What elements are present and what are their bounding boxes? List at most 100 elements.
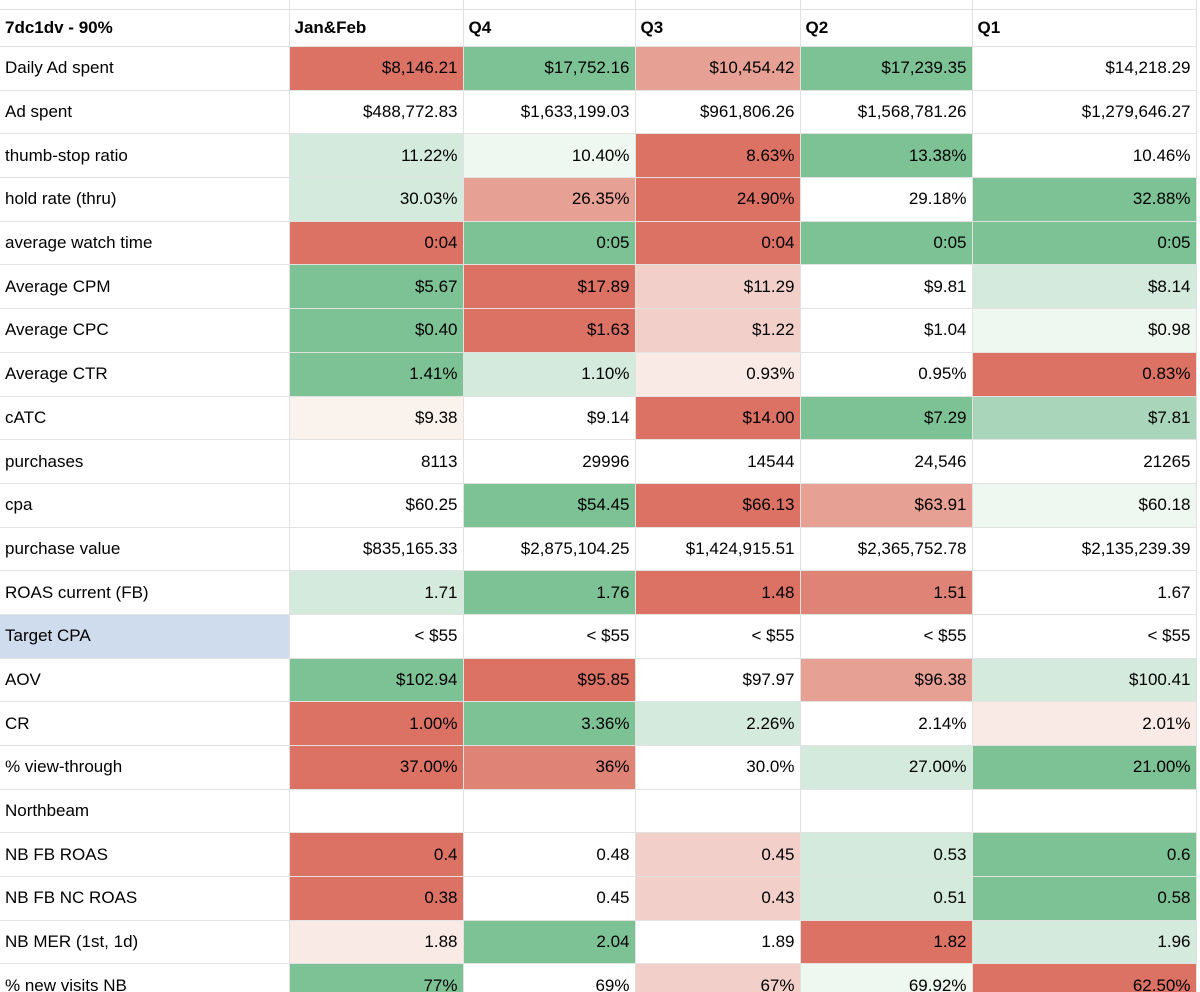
- cell[interactable]: $17,752.16: [463, 46, 636, 91]
- cell[interactable]: 1.71: [289, 570, 464, 615]
- cell[interactable]: 2.14%: [800, 701, 973, 746]
- cell[interactable]: [635, 789, 801, 834]
- column-header[interactable]: Jan&Feb: [289, 9, 464, 47]
- cell[interactable]: $7.29: [800, 396, 973, 441]
- cell[interactable]: $9.14: [463, 396, 636, 441]
- cell[interactable]: $961,806.26: [635, 90, 801, 135]
- cell[interactable]: 26.35%: [463, 177, 636, 222]
- cell[interactable]: 1.10%: [463, 352, 636, 397]
- cell[interactable]: 10.40%: [463, 133, 636, 179]
- row-label[interactable]: cpa: [0, 483, 290, 528]
- cell[interactable]: $60.25: [289, 483, 464, 528]
- cell[interactable]: 30.0%: [635, 745, 801, 790]
- row-label[interactable]: cATC: [0, 396, 290, 441]
- row-label[interactable]: Target CPA: [0, 614, 290, 659]
- cell[interactable]: 1.96: [972, 920, 1197, 965]
- cell[interactable]: < $55: [635, 614, 801, 659]
- cell[interactable]: 2.26%: [635, 701, 801, 746]
- cell[interactable]: 36%: [463, 745, 636, 790]
- cell[interactable]: 32.88%: [972, 177, 1197, 222]
- cell[interactable]: 21265: [972, 439, 1197, 484]
- cell[interactable]: $97.97: [635, 658, 801, 703]
- cell[interactable]: 37.00%: [289, 745, 464, 790]
- cell[interactable]: 1.82: [800, 920, 973, 965]
- cell[interactable]: 14544: [635, 439, 801, 484]
- cell[interactable]: 0.45: [635, 832, 801, 878]
- cell[interactable]: < $55: [463, 614, 636, 659]
- column-header[interactable]: Q1: [972, 9, 1197, 47]
- cell[interactable]: 77%: [289, 963, 464, 992]
- row-label[interactable]: Average CTR: [0, 352, 290, 397]
- row-label[interactable]: NB MER (1st, 1d): [0, 920, 290, 965]
- cell[interactable]: 21.00%: [972, 745, 1197, 790]
- cell[interactable]: $7.81: [972, 396, 1197, 441]
- cell[interactable]: $1,633,199.03: [463, 90, 636, 135]
- row-label[interactable]: purchase value: [0, 527, 290, 572]
- cell[interactable]: 0.83%: [972, 352, 1197, 397]
- row-label[interactable]: % view-through: [0, 745, 290, 790]
- cell[interactable]: 0.45: [463, 876, 636, 921]
- cell[interactable]: 0.38: [289, 876, 464, 921]
- cell[interactable]: $10,454.42: [635, 46, 801, 91]
- cell[interactable]: 29996: [463, 439, 636, 484]
- cell[interactable]: $95.85: [463, 658, 636, 703]
- cell[interactable]: 62.50%: [972, 963, 1197, 992]
- cell[interactable]: 1.88: [289, 920, 464, 965]
- cell[interactable]: $60.18: [972, 483, 1197, 528]
- cell[interactable]: 2.04: [463, 920, 636, 965]
- row-label[interactable]: Average CPC: [0, 308, 290, 353]
- cell[interactable]: $14.00: [635, 396, 801, 441]
- cell[interactable]: $54.45: [463, 483, 636, 528]
- cell[interactable]: $0.40: [289, 308, 464, 353]
- cell[interactable]: $1.63: [463, 308, 636, 353]
- cell[interactable]: < $55: [800, 614, 973, 659]
- cell[interactable]: $14,218.29: [972, 46, 1197, 91]
- cell[interactable]: 1.89: [635, 920, 801, 965]
- cell[interactable]: [463, 789, 636, 834]
- row-label[interactable]: average watch time: [0, 221, 290, 266]
- cell[interactable]: $835,165.33: [289, 527, 464, 572]
- cell[interactable]: $17.89: [463, 264, 636, 310]
- cell[interactable]: [289, 789, 464, 834]
- row-label[interactable]: ROAS current (FB): [0, 570, 290, 615]
- cell[interactable]: $8,146.21: [289, 46, 464, 91]
- cell[interactable]: 0:05: [800, 221, 973, 266]
- cell[interactable]: 0:04: [289, 221, 464, 266]
- column-header[interactable]: Q3: [635, 9, 801, 47]
- cell[interactable]: 1.76: [463, 570, 636, 615]
- cell[interactable]: $488,772.83: [289, 90, 464, 135]
- cell[interactable]: 69.92%: [800, 963, 973, 992]
- cell[interactable]: $17,239.35: [800, 46, 973, 91]
- cell[interactable]: 29.18%: [800, 177, 973, 222]
- cell[interactable]: $2,365,752.78: [800, 527, 973, 572]
- cell[interactable]: 0.53: [800, 832, 973, 878]
- cell[interactable]: $1,279,646.27: [972, 90, 1197, 135]
- cell[interactable]: $1,424,915.51: [635, 527, 801, 572]
- cell[interactable]: 24,546: [800, 439, 973, 484]
- row-label[interactable]: purchases: [0, 439, 290, 484]
- cell[interactable]: 1.67: [972, 570, 1197, 615]
- cell[interactable]: 1.41%: [289, 352, 464, 397]
- cell[interactable]: $5.67: [289, 264, 464, 310]
- cell[interactable]: 11.22%: [289, 133, 464, 179]
- cell[interactable]: 69%: [463, 963, 636, 992]
- column-header[interactable]: Q2: [800, 9, 973, 47]
- cell[interactable]: $1,568,781.26: [800, 90, 973, 135]
- cell[interactable]: 10.46%: [972, 133, 1197, 179]
- cell[interactable]: $11.29: [635, 264, 801, 310]
- cell[interactable]: 0.51: [800, 876, 973, 921]
- cell[interactable]: 27.00%: [800, 745, 973, 790]
- row-label[interactable]: Daily Ad spent: [0, 46, 290, 91]
- cell[interactable]: 0.6: [972, 832, 1197, 878]
- cell[interactable]: 0.95%: [800, 352, 973, 397]
- cell[interactable]: 0.93%: [635, 352, 801, 397]
- row-label[interactable]: Ad spent: [0, 90, 290, 135]
- cell[interactable]: 0.43: [635, 876, 801, 921]
- row-label[interactable]: hold rate (thru): [0, 177, 290, 222]
- cell[interactable]: 0.48: [463, 832, 636, 878]
- cell[interactable]: 24.90%: [635, 177, 801, 222]
- cell[interactable]: 0.58: [972, 876, 1197, 921]
- cell[interactable]: [972, 789, 1197, 834]
- row-label[interactable]: % new visits NB: [0, 963, 290, 992]
- cell[interactable]: 0:05: [463, 221, 636, 266]
